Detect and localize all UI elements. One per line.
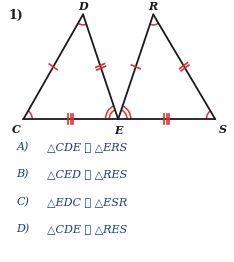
Text: S: S (219, 124, 227, 135)
Text: D): D) (16, 224, 30, 234)
Text: 1): 1) (8, 9, 23, 22)
Text: C): C) (16, 196, 29, 207)
Text: D: D (78, 1, 88, 12)
Text: △CED ≅ △RES: △CED ≅ △RES (47, 169, 127, 179)
Text: E: E (114, 125, 122, 136)
Text: B): B) (16, 169, 29, 179)
Text: C: C (12, 124, 21, 135)
Text: A): A) (16, 141, 29, 152)
Text: △EDC ≅ △ESR: △EDC ≅ △ESR (47, 197, 127, 207)
Text: △CDE ≅ △ERS: △CDE ≅ △ERS (47, 142, 127, 152)
Text: △CDE ≅ △RES: △CDE ≅ △RES (47, 224, 127, 234)
Text: R: R (149, 1, 158, 12)
